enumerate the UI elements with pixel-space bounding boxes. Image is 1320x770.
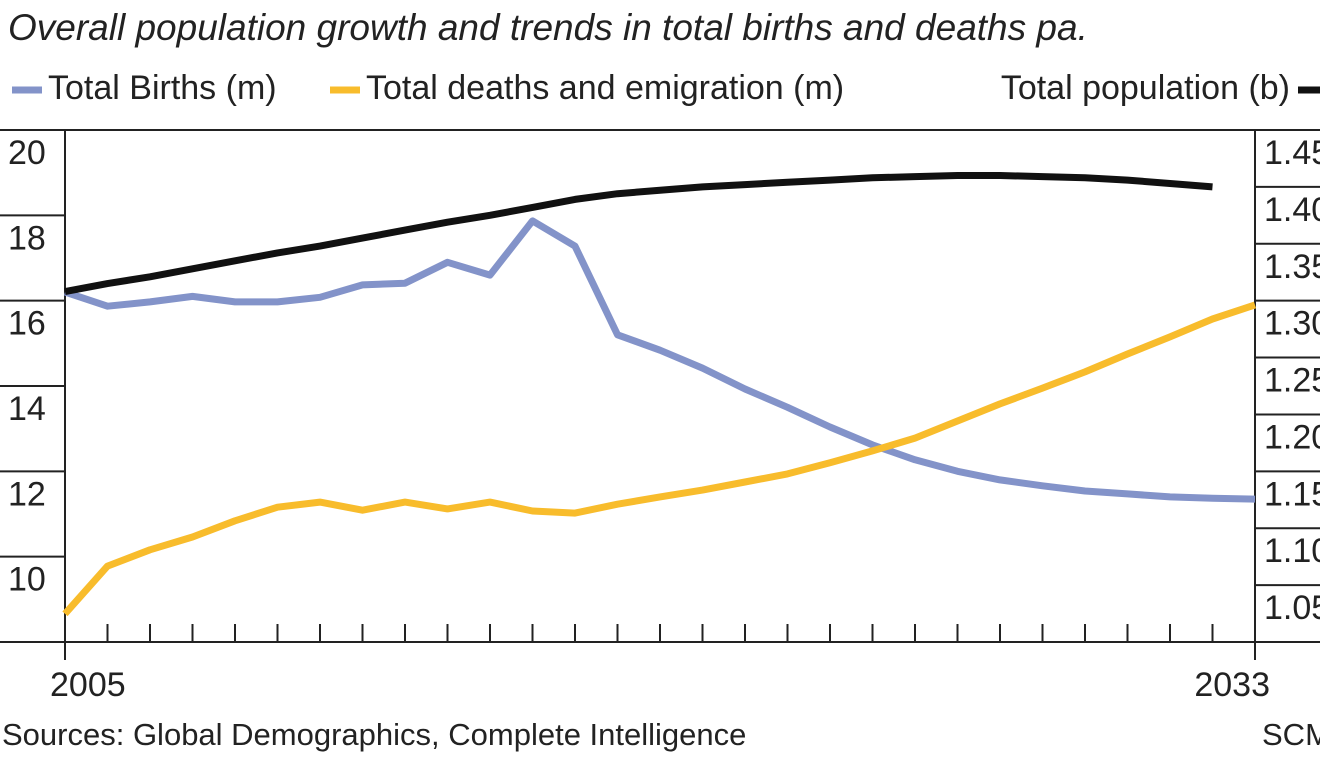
legend-label: Total Births (m) xyxy=(48,69,277,107)
series-line xyxy=(63,217,1256,503)
y-tick-label: 14 xyxy=(8,390,46,428)
chart-title: Overall population growth and trends in … xyxy=(8,7,1088,48)
y2-tick-label: 1.05 xyxy=(1264,589,1320,627)
y2-tick-label: 1.10 xyxy=(1264,532,1320,570)
y2-tick-label: 1.20 xyxy=(1264,418,1320,456)
y-tick-label: 16 xyxy=(8,305,46,343)
source: Sources: Global Demographics, Complete I… xyxy=(2,717,746,752)
y2-tick-label: 1.45 xyxy=(1264,134,1320,172)
y2-tick-label: 1.25 xyxy=(1264,362,1320,400)
legend-label: Total population (b) xyxy=(1001,69,1290,107)
legend-label: Total deaths and emigration (m) xyxy=(366,69,844,107)
y2-tick-label: 1.40 xyxy=(1264,191,1320,229)
y2-tick-label: 1.15 xyxy=(1264,475,1320,513)
y-tick-label: 10 xyxy=(8,561,46,599)
y-tick-label: 12 xyxy=(8,475,46,513)
series-line xyxy=(64,172,1213,296)
y2-tick-label: 1.35 xyxy=(1264,248,1320,286)
credit: SCMP xyxy=(1262,717,1320,752)
y-tick-label: 20 xyxy=(8,134,46,172)
y-tick-label: 18 xyxy=(8,219,46,257)
x-tick-label: 2033 xyxy=(1194,666,1270,704)
x-tick-label: 2005 xyxy=(50,666,126,704)
series-line xyxy=(62,301,1257,617)
y2-tick-label: 1.30 xyxy=(1264,305,1320,343)
